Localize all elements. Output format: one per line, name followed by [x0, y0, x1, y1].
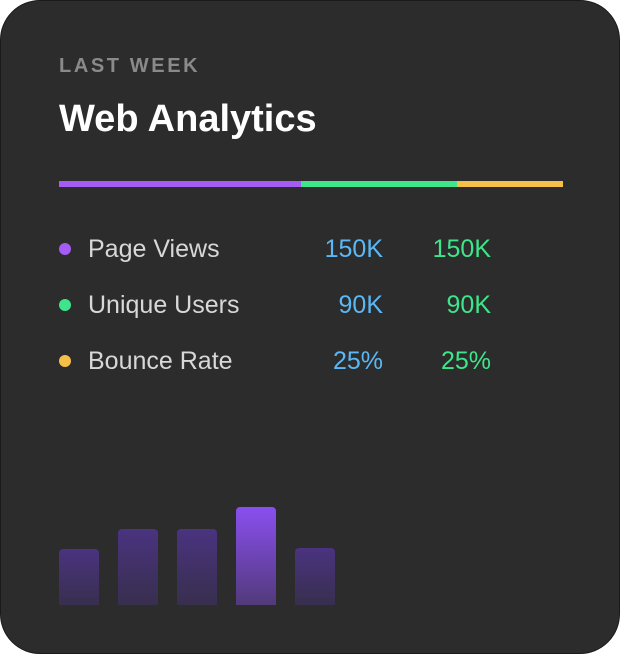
metric-label: Bounce Rate	[88, 347, 233, 375]
stacked-progress-bar	[59, 181, 563, 187]
metric-label: Unique Users	[88, 291, 240, 319]
page-views-dot-icon	[59, 243, 71, 255]
chart-bar	[118, 529, 158, 605]
metric-value-primary: 25%	[332, 347, 383, 375]
progress-segment-bounce-rate	[457, 181, 563, 187]
progress-segment-unique-users	[300, 181, 458, 187]
metric-value-primary: 90K	[338, 291, 383, 319]
period-label: LAST WEEK	[59, 55, 201, 77]
metric-row-page-views: Page Views 150K 150K	[59, 234, 519, 264]
chart-bar	[295, 548, 335, 605]
metric-value-secondary: 25%	[440, 347, 491, 375]
chart-bar	[59, 549, 99, 605]
metric-row-bounce-rate: Bounce Rate 25% 25%	[59, 346, 519, 376]
bounce-rate-dot-icon	[59, 355, 71, 367]
metric-value-secondary: 150K	[432, 235, 491, 263]
chart-bar	[177, 529, 217, 605]
metric-row-unique-users: Unique Users 90K 90K	[59, 290, 519, 320]
metric-value-primary: 150K	[324, 235, 383, 263]
metric-label: Page Views	[88, 235, 220, 263]
chart-bar	[236, 507, 276, 605]
unique-users-dot-icon	[59, 299, 71, 311]
card-title: Web Analytics	[59, 98, 317, 140]
metric-value-secondary: 90K	[446, 291, 491, 319]
progress-segment-page-views	[59, 181, 301, 187]
mini-bar-chart	[59, 507, 359, 605]
